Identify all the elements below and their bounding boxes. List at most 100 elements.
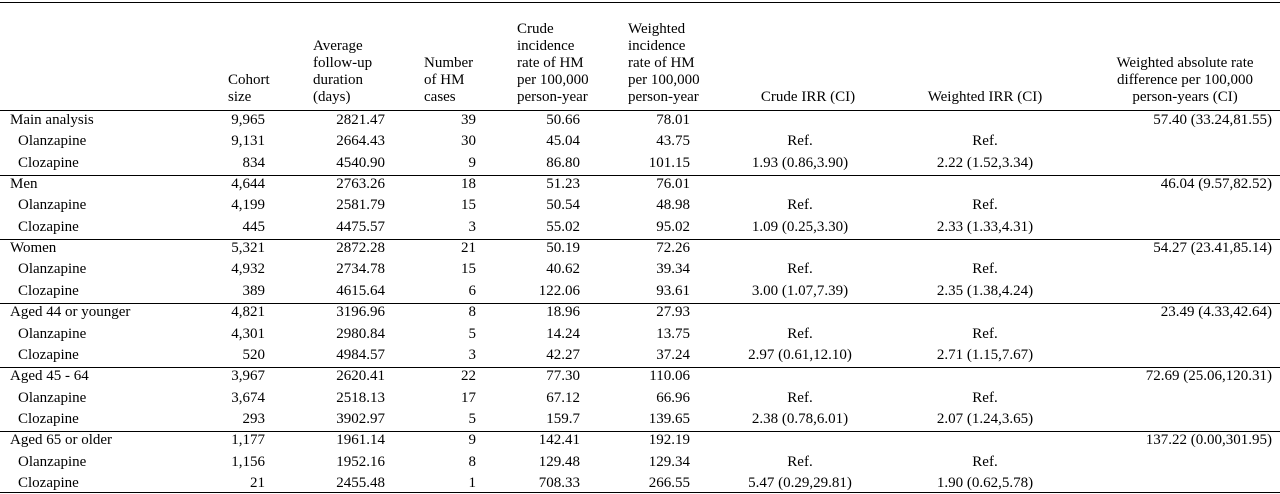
cell: 48.98	[656, 197, 690, 214]
cell: 3.00 (1.07,7.39)	[751, 282, 849, 299]
cell: 266.55	[648, 474, 690, 491]
cell: 293	[242, 410, 266, 427]
cell: 1	[468, 474, 477, 491]
cell: 2872.28	[336, 240, 385, 257]
row-label: Men	[10, 176, 38, 193]
row-label: Olanzapine	[18, 197, 87, 214]
cell: 1.09 (0.25,3.30)	[751, 218, 849, 235]
cell: 2518.13	[336, 389, 385, 406]
cell: Ref.	[787, 133, 813, 150]
cell: 14.24	[546, 325, 580, 342]
row-label: Aged 65 or older	[10, 432, 113, 449]
rule	[0, 302, 1280, 304]
header-cell: person-years (CI)	[1132, 89, 1238, 105]
cell: 5	[468, 410, 477, 427]
header-cell: incidence	[628, 38, 686, 54]
cell: Ref.	[972, 197, 998, 214]
cell: 17	[461, 389, 476, 406]
header-cell: difference per 100,000	[1117, 72, 1253, 88]
cell: 42.27	[546, 346, 580, 363]
row-label: Main analysis	[10, 112, 94, 128]
cell: 122.06	[538, 282, 580, 299]
cell: 13.75	[656, 325, 690, 342]
rule	[0, 430, 1280, 432]
cell: Ref.	[972, 133, 998, 150]
cell: 43.75	[656, 133, 690, 150]
cell: 708.33	[538, 474, 580, 491]
cell: 1,156	[231, 453, 265, 470]
header-cell: cases	[424, 89, 456, 105]
cell: 4,821	[231, 304, 265, 321]
row-label: Clozapine	[18, 218, 79, 235]
row-label: Olanzapine	[18, 389, 87, 406]
cell: 86.80	[546, 154, 580, 171]
cell: 5,321	[231, 240, 265, 257]
cell: 389	[242, 282, 266, 299]
cell: 2581.79	[336, 197, 385, 214]
cell: 8	[468, 453, 477, 470]
cell: 3,674	[231, 389, 265, 406]
cell: Ref.	[972, 325, 998, 342]
cell: 2664.43	[336, 133, 385, 150]
header-cell: person-year	[628, 89, 699, 105]
cell: Ref.	[787, 325, 813, 342]
cell: 3,967	[231, 368, 265, 385]
cell: 2.97 (0.61,12.10)	[748, 346, 852, 363]
cell: 9,131	[231, 133, 265, 150]
header-cell: rate of HM	[628, 55, 695, 71]
cell: 129.48	[538, 453, 580, 470]
cell: 78.01	[656, 112, 690, 128]
cell: Ref.	[787, 453, 813, 470]
cell: Ref.	[972, 261, 998, 278]
cell: 66.96	[656, 389, 690, 406]
cell: 4,199	[231, 197, 265, 214]
row-label: Clozapine	[18, 410, 79, 427]
row-label: Aged 44 or younger	[10, 304, 131, 321]
cell: 15	[461, 197, 476, 214]
cell: 39.34	[656, 261, 690, 278]
cell: 1961.14	[336, 432, 385, 449]
cell: Ref.	[787, 389, 813, 406]
header-cell: per 100,000	[517, 72, 589, 88]
cell: 46.04 (9.57,82.52)	[1160, 176, 1272, 193]
cell: 4540.90	[336, 154, 385, 171]
cell: 39	[461, 112, 476, 128]
rule	[0, 366, 1280, 368]
row-label: Olanzapine	[18, 133, 87, 150]
cell: 137.22 (0.00,301.95)	[1145, 432, 1272, 449]
cell: 139.65	[648, 410, 690, 427]
rule	[0, 110, 1280, 111]
cell: 834	[242, 154, 266, 171]
header-cell: Weighted absolute rate	[1116, 55, 1254, 71]
row-label: Aged 45 - 64	[10, 368, 89, 385]
cell: 77.30	[546, 368, 580, 385]
row-label: Clozapine	[18, 154, 79, 171]
header-cell: Crude IRR (CI)	[760, 89, 856, 105]
cell: 93.61	[656, 282, 690, 299]
cell: 445	[242, 218, 266, 235]
cell: 21	[250, 474, 265, 491]
cell: 5	[468, 325, 477, 342]
cell: 95.02	[656, 218, 690, 235]
cell: 21	[461, 240, 476, 257]
cell: 67.12	[546, 389, 580, 406]
cell: 4,301	[231, 325, 265, 342]
cell: 37.24	[656, 346, 690, 363]
cell: 2980.84	[336, 325, 385, 342]
cell: 2.35 (1.38,4.24)	[936, 282, 1034, 299]
cell: Ref.	[787, 197, 813, 214]
cell: 3196.96	[336, 304, 385, 321]
row-label: Clozapine	[18, 474, 79, 491]
cell: 4984.57	[336, 346, 385, 363]
rule	[0, 238, 1280, 240]
header-cell: size	[228, 89, 252, 105]
header-cell: Average	[313, 38, 363, 54]
cell: 4615.64	[336, 282, 385, 299]
cell: 101.15	[648, 154, 690, 171]
cell: 6	[468, 282, 477, 299]
cell: 18.96	[546, 304, 580, 321]
cell: 2455.48	[336, 474, 385, 491]
header-cell: follow-up	[313, 55, 373, 71]
cell: 9,965	[231, 112, 265, 128]
